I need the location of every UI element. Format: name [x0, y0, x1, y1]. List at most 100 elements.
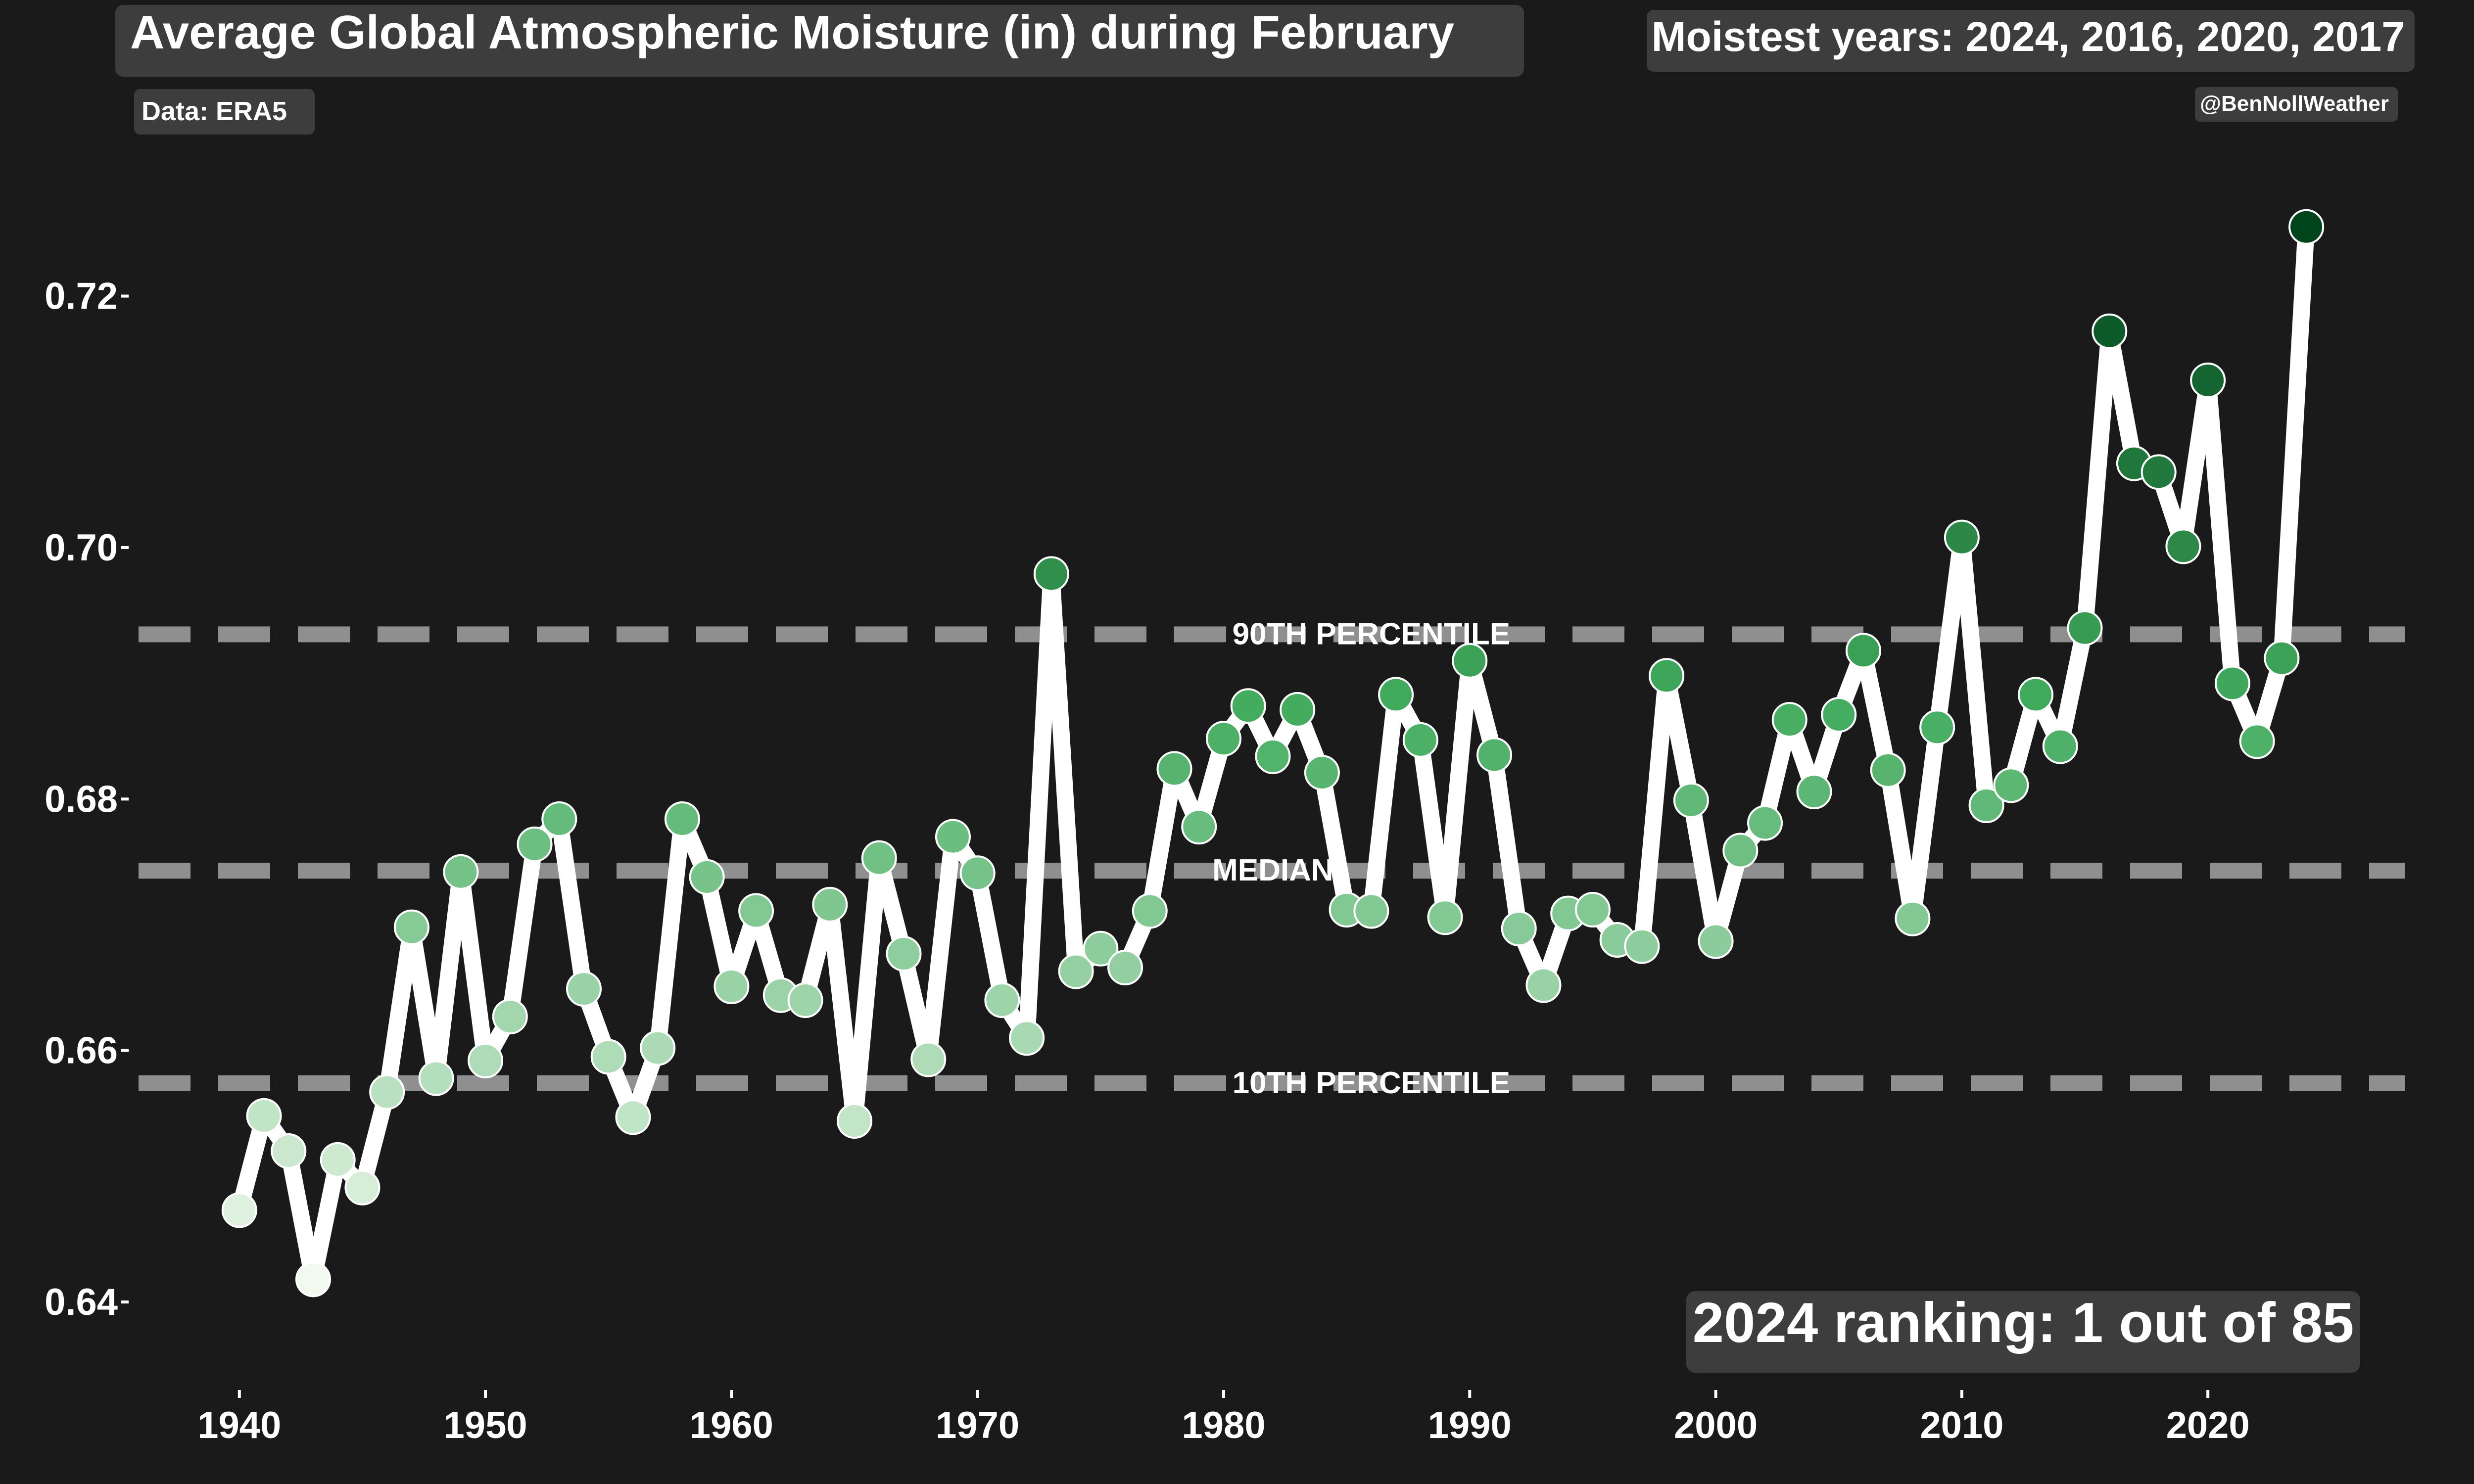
data-point: [344, 1169, 381, 1206]
data-point: [1895, 900, 1931, 936]
data-point: [984, 982, 1020, 1019]
data-point: [590, 1039, 626, 1075]
data-point: [443, 854, 479, 890]
data-point: [1107, 949, 1143, 985]
data-point: [1427, 899, 1463, 935]
data-point: [935, 819, 971, 855]
y-axis: 0.64 0.66 0.68 0.70 0.72: [45, 276, 129, 1323]
data-point: [492, 999, 528, 1035]
data-point: [1378, 677, 1414, 713]
x-tick-label: 1970: [936, 1404, 1019, 1446]
x-axis: 1940 1950 1960 1970 1980 1990 2000 2010 2020: [197, 1390, 2250, 1446]
y-tick-label: 0.66: [45, 1030, 118, 1072]
x-tick-label: 2020: [2166, 1404, 2250, 1446]
data-point: [714, 969, 750, 1005]
data-point: [1722, 833, 1759, 869]
data-point: [787, 982, 823, 1019]
data-point: [1058, 953, 1094, 989]
data-point: [271, 1133, 307, 1169]
data-point: [2165, 528, 2201, 564]
data-point: [1132, 893, 1168, 929]
data-point: [320, 1142, 356, 1178]
data-point: [1673, 782, 1709, 818]
data-point: [1181, 809, 1217, 845]
data-point: [468, 1043, 504, 1079]
data-point: [886, 935, 922, 972]
data-point: [837, 1103, 873, 1139]
data-point: [812, 886, 848, 923]
data-point: [246, 1098, 282, 1134]
data-point: [2042, 728, 2078, 764]
data-point: [295, 1261, 331, 1298]
data-source: Data: ERA5: [142, 96, 287, 126]
data-point: [910, 1041, 947, 1077]
title-box: [115, 5, 1524, 77]
data-point: [1525, 967, 1562, 1003]
data-point: [393, 909, 429, 945]
data-point: [1255, 738, 1291, 774]
data-point: [1574, 892, 1611, 928]
data-point: [541, 801, 577, 837]
data-point: [2288, 209, 2325, 245]
data-point: [664, 801, 700, 837]
data-point: [1771, 702, 1808, 738]
source-box: [134, 89, 315, 135]
chart-title: Average Global Atmospheric Moisture (in)…: [130, 6, 1454, 59]
data-point: [2239, 723, 2275, 759]
reference-lines: [139, 626, 2405, 1091]
data-point: [1649, 658, 1685, 694]
data-point: [1968, 788, 2004, 824]
data-point: [2141, 454, 2177, 490]
reference-label: 90TH PERCENTILE: [1233, 617, 1511, 651]
data-point: [1796, 774, 1832, 810]
x-tick-label: 2010: [1920, 1404, 2003, 1446]
data-point: [418, 1060, 454, 1096]
data-point: [369, 1074, 405, 1110]
data-point: [1230, 688, 1266, 724]
data-point: [1870, 752, 1906, 788]
data-point: [1993, 767, 2029, 803]
data-point: [1698, 923, 1734, 959]
y-tick-label: 0.72: [45, 276, 118, 318]
data-point: [1501, 911, 1537, 947]
data-point: [1919, 709, 1955, 745]
data-point: [689, 859, 725, 895]
data-point: [1402, 722, 1438, 758]
data-point: [566, 971, 602, 1007]
data-point: [861, 840, 897, 876]
data-point: [1304, 754, 1340, 790]
data-point: [1280, 692, 1316, 728]
data-point: [640, 1030, 676, 1066]
data-point: [1205, 721, 1241, 757]
reference-labels: 90TH PERCENTILE MEDIAN 10TH PERCENTILE: [1212, 617, 1510, 1100]
data-point: [2214, 665, 2250, 701]
y-tick-label: 0.70: [45, 527, 118, 569]
data-point: [1845, 633, 1881, 669]
reference-label: 10TH PERCENTILE: [1233, 1066, 1511, 1100]
chart-subtitle: Moistest years: 2024, 2016, 2020, 2017: [1652, 13, 2405, 60]
x-tick-label: 1990: [1428, 1404, 1512, 1446]
data-point: [1944, 519, 1980, 556]
data-point: [959, 855, 996, 891]
data-point: [517, 826, 553, 862]
x-tick-label: 1960: [690, 1404, 773, 1446]
data-point: [1747, 805, 1783, 841]
y-tick-label: 0.64: [45, 1281, 118, 1323]
x-tick-label: 2000: [1674, 1404, 1758, 1446]
x-tick-label: 1950: [444, 1404, 527, 1446]
data-point: [738, 893, 774, 929]
data-point: [1009, 1020, 1045, 1056]
data-point: [1624, 928, 1660, 964]
data-point: [1821, 697, 1857, 733]
data-point: [1476, 737, 1512, 773]
data-point: [1083, 930, 1119, 967]
data-point: [1156, 751, 1192, 787]
data-point: [2018, 677, 2054, 713]
ranking-box: [1686, 1291, 2360, 1373]
reference-label: MEDIAN: [1212, 853, 1333, 887]
x-tick-label: 1940: [197, 1404, 281, 1446]
data-point: [2067, 610, 2103, 646]
data-point: [221, 1192, 257, 1228]
data-point: [615, 1099, 651, 1135]
